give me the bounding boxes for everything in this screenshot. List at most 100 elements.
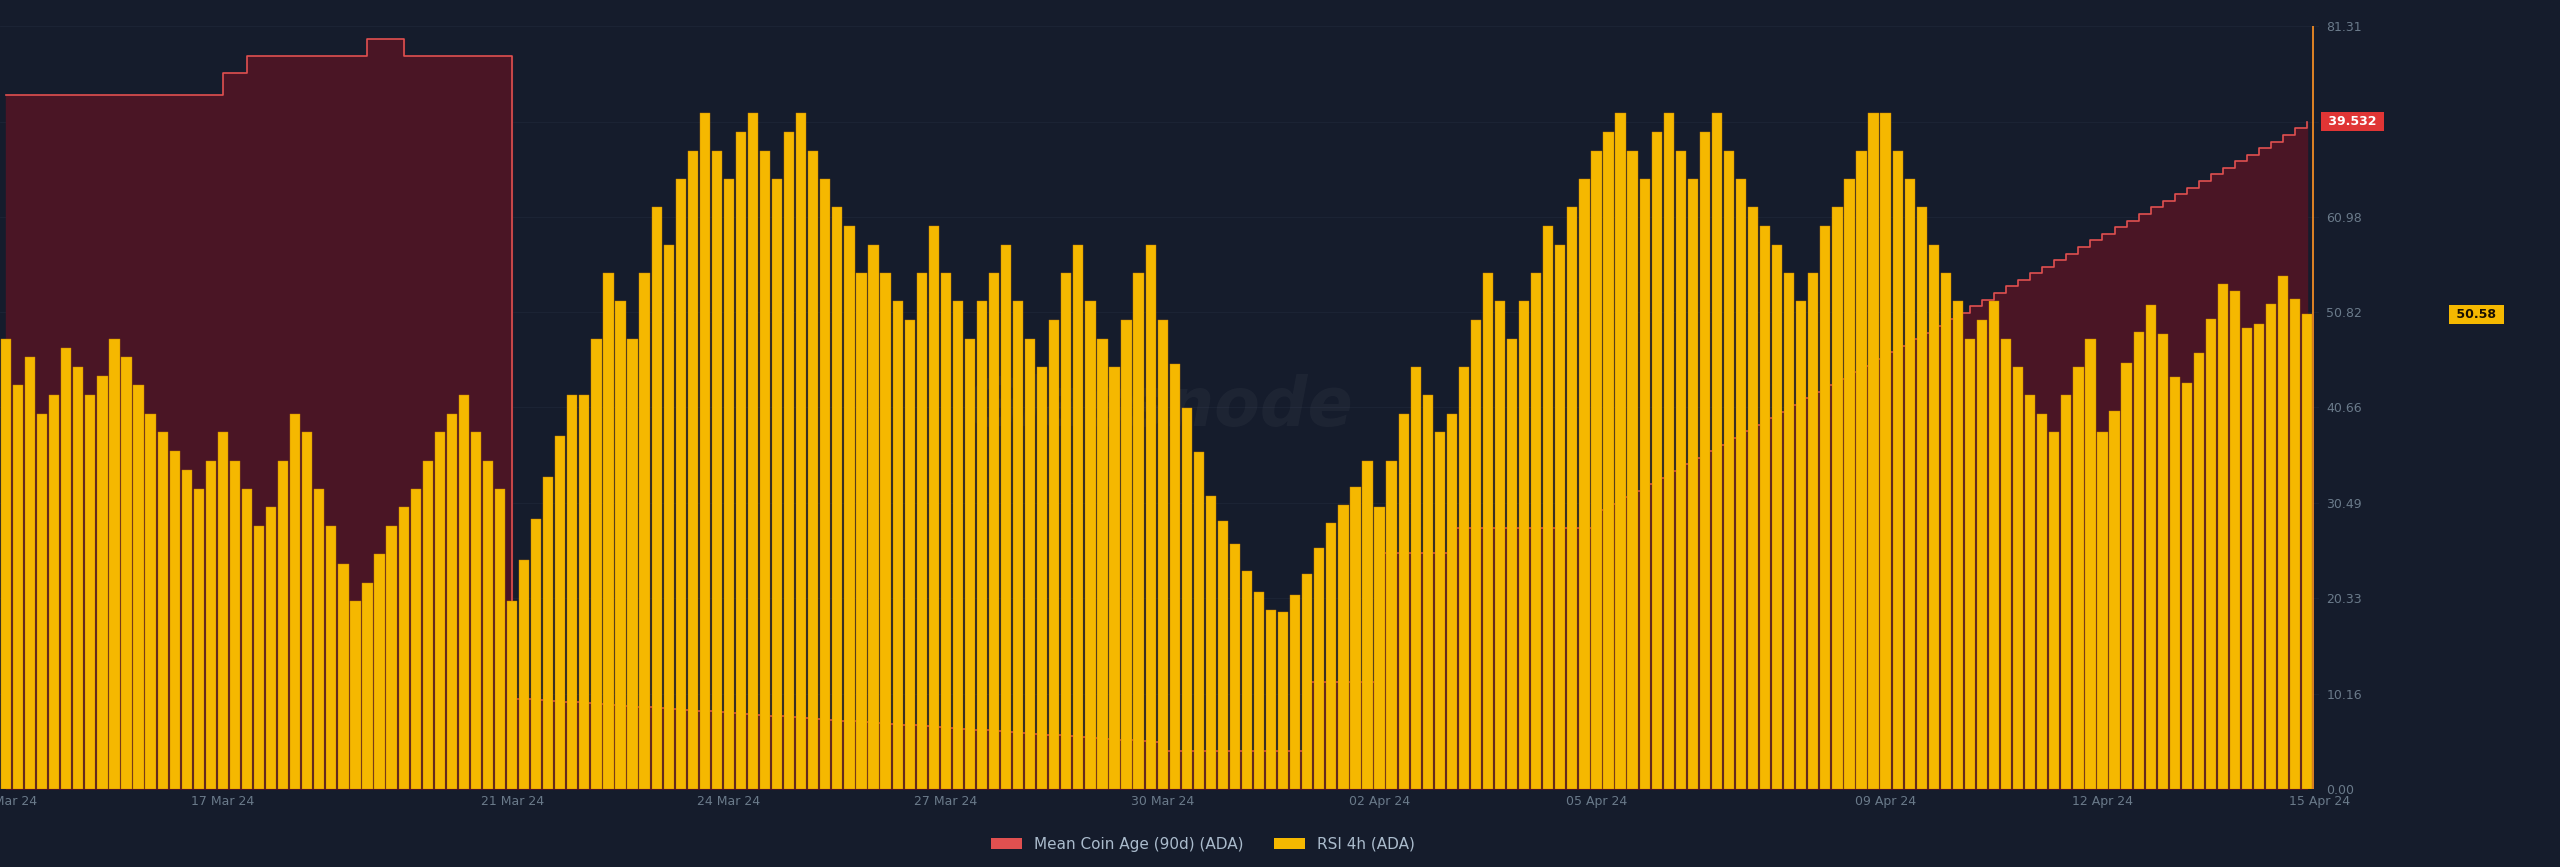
Bar: [374, 554, 384, 789]
Bar: [471, 433, 481, 789]
Bar: [1001, 244, 1011, 789]
Bar: [1748, 207, 1759, 789]
Bar: [1472, 320, 1482, 789]
Bar: [2266, 304, 2276, 789]
Bar: [929, 226, 940, 789]
Bar: [1761, 226, 1772, 789]
Bar: [1326, 523, 1336, 789]
Bar: [988, 273, 998, 789]
Bar: [399, 507, 410, 789]
Bar: [1687, 179, 1697, 789]
Bar: [2207, 319, 2217, 789]
Bar: [653, 207, 663, 789]
Bar: [2012, 367, 2022, 789]
Bar: [182, 470, 192, 789]
Bar: [1242, 571, 1252, 789]
Bar: [2048, 433, 2058, 789]
Bar: [120, 357, 131, 789]
Bar: [832, 207, 842, 789]
Bar: [2132, 332, 2143, 789]
Bar: [387, 526, 397, 789]
Bar: [1966, 339, 1976, 789]
Bar: [1905, 179, 1915, 789]
Bar: [916, 273, 927, 789]
Bar: [530, 518, 540, 789]
Bar: [1375, 507, 1385, 789]
Bar: [568, 394, 579, 789]
Bar: [783, 132, 794, 789]
Bar: [952, 301, 963, 789]
Bar: [663, 244, 673, 789]
Bar: [940, 273, 950, 789]
Bar: [2181, 383, 2191, 789]
Bar: [458, 394, 468, 789]
Bar: [1388, 460, 1398, 789]
Bar: [2097, 433, 2107, 789]
Bar: [2230, 291, 2240, 789]
Bar: [1833, 207, 1843, 789]
Bar: [445, 414, 456, 789]
Bar: [965, 339, 975, 789]
Bar: [2145, 305, 2156, 789]
Bar: [614, 301, 625, 789]
Bar: [1229, 544, 1239, 789]
Bar: [1349, 487, 1359, 789]
Bar: [110, 339, 120, 789]
Bar: [1628, 151, 1638, 789]
Bar: [1592, 151, 1603, 789]
Bar: [1928, 244, 1938, 789]
Bar: [1024, 339, 1034, 789]
Bar: [591, 339, 602, 789]
Bar: [543, 478, 553, 789]
Bar: [1700, 132, 1710, 789]
Bar: [205, 460, 215, 789]
Bar: [904, 320, 914, 789]
Bar: [1544, 226, 1554, 789]
Bar: [1615, 114, 1626, 789]
Bar: [724, 179, 735, 789]
Bar: [1423, 394, 1434, 789]
Bar: [1434, 433, 1444, 789]
Bar: [1121, 320, 1132, 789]
Bar: [1446, 414, 1457, 789]
Bar: [1411, 367, 1421, 789]
Bar: [410, 489, 420, 789]
Bar: [1183, 408, 1193, 789]
Bar: [1073, 244, 1083, 789]
Bar: [2158, 334, 2168, 789]
Bar: [325, 526, 335, 789]
Bar: [1651, 132, 1661, 789]
Bar: [507, 602, 517, 789]
Bar: [422, 460, 433, 789]
Bar: [1784, 273, 1795, 789]
Bar: [1518, 301, 1528, 789]
Bar: [1953, 301, 1964, 789]
Bar: [218, 433, 228, 789]
Bar: [2002, 339, 2012, 789]
Bar: [868, 244, 878, 789]
Bar: [2109, 411, 2120, 789]
Bar: [2194, 354, 2204, 789]
Bar: [2253, 324, 2263, 789]
Text: 50.58: 50.58: [2452, 308, 2501, 321]
Bar: [1508, 339, 1518, 789]
Bar: [858, 273, 868, 789]
Bar: [1820, 226, 1830, 789]
Bar: [97, 376, 108, 789]
Bar: [1277, 612, 1288, 789]
Bar: [579, 394, 589, 789]
Bar: [315, 489, 325, 789]
Bar: [1603, 132, 1613, 789]
Bar: [253, 526, 264, 789]
Bar: [84, 394, 95, 789]
Bar: [1736, 179, 1746, 789]
Bar: [364, 583, 374, 789]
Text: Glassnode: Glassnode: [965, 375, 1354, 440]
Bar: [1219, 521, 1229, 789]
Bar: [689, 151, 699, 789]
Bar: [1108, 367, 1119, 789]
Bar: [1313, 548, 1324, 789]
Bar: [1856, 151, 1866, 789]
Text: 39.532: 39.532: [2324, 115, 2381, 128]
Bar: [338, 564, 348, 789]
